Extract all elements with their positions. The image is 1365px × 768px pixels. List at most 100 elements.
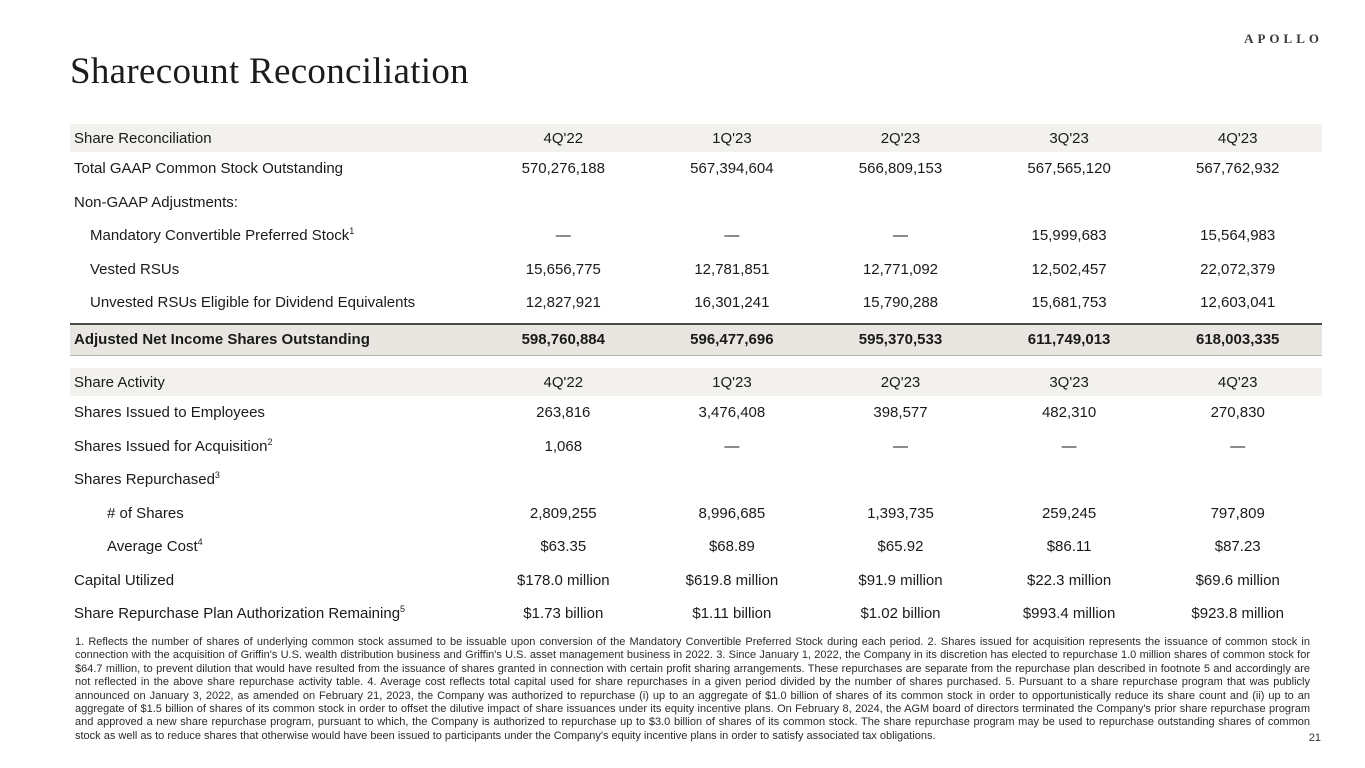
table-title: Share Activity: [74, 373, 165, 391]
row-label: Capital Utilized: [74, 571, 175, 589]
column-header: 4Q'23: [1217, 373, 1258, 391]
column-header: 3Q'23: [1049, 129, 1089, 147]
column-header: 4Q'22: [543, 129, 584, 147]
cell-value: 15,999,683: [1031, 227, 1107, 245]
cell-value: 567,565,120: [1027, 160, 1111, 178]
cell-value: 15,681,753: [1031, 294, 1107, 312]
cell-value: 567,762,932: [1195, 160, 1280, 178]
cell-value: $178.0 million: [517, 571, 610, 589]
cell-value: 15,564,983: [1200, 227, 1276, 245]
table-total-row: Adjusted Net Income Shares Outstanding 5…: [70, 322, 1322, 356]
table-row: Vested RSUs 15,656,775 12,781,851 12,771…: [70, 253, 1322, 287]
table-row: Unvested RSUs Eligible for Dividend Equi…: [70, 286, 1322, 320]
cell-value: $86.11: [1046, 538, 1092, 556]
cell-value: —: [1230, 437, 1246, 455]
cell-value: 12,603,041: [1200, 294, 1276, 312]
cell-value: 263,816: [536, 404, 591, 422]
cell-value: 1,068: [544, 437, 583, 455]
share-activity-table: Share Activity 4Q'22 1Q'23 2Q'23 3Q'23 4…: [70, 368, 1322, 631]
cell-value: $923.8 million: [1191, 605, 1284, 623]
cell-value: 15,656,775: [525, 260, 601, 278]
column-header: 4Q'22: [543, 373, 584, 391]
cell-value: $1.11 billion: [692, 605, 772, 623]
cell-value: $993.4 million: [1022, 605, 1116, 623]
row-label: Vested RSUs: [90, 260, 180, 278]
column-header: 2Q'23: [880, 129, 921, 147]
cell-value: 12,781,851: [694, 260, 770, 278]
cell-value: $69.6 million: [1195, 571, 1280, 589]
cell-value: —: [1061, 437, 1077, 455]
cell-value: $91.9 million: [858, 571, 943, 589]
cell-value: $68.89: [708, 538, 755, 556]
row-label: Adjusted Net Income Shares Outstanding: [74, 331, 370, 348]
table-row: Shares Issued for Acquisition2 1,068 — —…: [70, 430, 1322, 464]
column-header: 1Q'23: [712, 129, 752, 147]
row-label: Average Cost4: [107, 537, 203, 556]
cell-value: 398,577: [873, 404, 928, 422]
row-label: Mandatory Convertible Preferred Stock1: [90, 226, 355, 245]
cell-value: 259,245: [1041, 504, 1097, 522]
row-label: # of Shares: [107, 504, 184, 522]
cell-value: —: [724, 437, 740, 455]
row-label: Share Repurchase Plan Authorization Rema…: [74, 604, 406, 623]
cell-value: 482,310: [1041, 404, 1097, 422]
column-header: 4Q'23: [1217, 129, 1258, 147]
table-row: Mandatory Convertible Preferred Stock1 —…: [70, 219, 1322, 253]
table-row: Share Repurchase Plan Authorization Rema…: [70, 597, 1322, 631]
footnote-marker: 3: [214, 470, 220, 481]
table-row: Shares Repurchased3: [70, 463, 1322, 497]
cell-value: 3,476,408: [698, 404, 766, 422]
cell-value: $63.35: [540, 538, 587, 556]
table-row: Average Cost4 $63.35 $68.89 $65.92 $86.1…: [70, 530, 1322, 564]
cell-value: $619.8 million: [685, 571, 779, 589]
table-row: Capital Utilized $178.0 million $619.8 m…: [70, 564, 1322, 598]
row-label: Unvested RSUs Eligible for Dividend Equi…: [90, 294, 416, 312]
cell-value: $22.3 million: [1026, 571, 1112, 589]
footnote-marker: 2: [267, 436, 273, 447]
footnote-marker: 4: [197, 537, 203, 548]
cell-value: 797,809: [1210, 504, 1265, 522]
cell-value: —: [892, 227, 908, 245]
cell-value: 1,393,735: [867, 504, 934, 522]
table-header-row: Share Activity 4Q'22 1Q'23 2Q'23 3Q'23 4…: [70, 368, 1322, 396]
row-label: Non-GAAP Adjustments:: [74, 193, 238, 211]
table-row: Shares Issued to Employees 263,816 3,476…: [70, 396, 1322, 430]
row-label: Shares Issued to Employees: [74, 404, 265, 422]
cell-value: 595,370,533: [858, 331, 943, 348]
table-title: Share Reconciliation: [74, 129, 212, 147]
cell-value: 12,827,921: [525, 294, 601, 312]
cell-value: 566,809,153: [858, 160, 943, 178]
table-row: Total GAAP Common Stock Outstanding 570,…: [70, 152, 1322, 186]
share-reconciliation-table: Share Reconciliation 4Q'22 1Q'23 2Q'23 3…: [70, 124, 1322, 356]
cell-value: 12,771,092: [862, 260, 939, 278]
row-label: Shares Issued for Acquisition2: [74, 436, 273, 455]
row-label: Total GAAP Common Stock Outstanding: [74, 160, 344, 178]
cell-value: $1.73 billion: [523, 605, 604, 623]
cell-value: 270,830: [1210, 404, 1265, 422]
cell-value: $87.23: [1214, 538, 1261, 556]
footnote-marker: 1: [349, 226, 355, 237]
cell-value: 2,809,255: [529, 504, 597, 522]
table-header-row: Share Reconciliation 4Q'22 1Q'23 2Q'23 3…: [70, 124, 1322, 152]
cell-value: 570,276,188: [521, 160, 605, 178]
table-row: Non-GAAP Adjustments:: [70, 186, 1322, 220]
cell-value: 22,072,379: [1200, 260, 1276, 278]
footnote-marker: 5: [400, 604, 406, 615]
cell-value: 567,394,604: [690, 160, 774, 178]
cell-value: 16,301,241: [694, 294, 770, 312]
cell-value: —: [892, 437, 908, 455]
column-header: 3Q'23: [1049, 373, 1089, 391]
cell-value: 12,502,457: [1031, 260, 1107, 278]
cell-value: $1.02 billion: [860, 605, 941, 623]
column-header: 2Q'23: [880, 373, 921, 391]
footnotes-text: 1. Reflects the number of shares of unde…: [75, 636, 1310, 742]
cell-value: —: [555, 227, 571, 245]
row-label: Shares Repurchased3: [74, 470, 220, 489]
column-header: 1Q'23: [712, 373, 752, 391]
cell-value: 8,996,685: [698, 504, 766, 522]
page-number: 21: [1308, 732, 1321, 744]
cell-value: 611,749,013: [1027, 331, 1111, 348]
cell-value: 596,477,696: [690, 331, 774, 348]
apollo-logo: APOLLO: [1244, 31, 1323, 46]
cell-value: 618,003,335: [1195, 331, 1280, 348]
